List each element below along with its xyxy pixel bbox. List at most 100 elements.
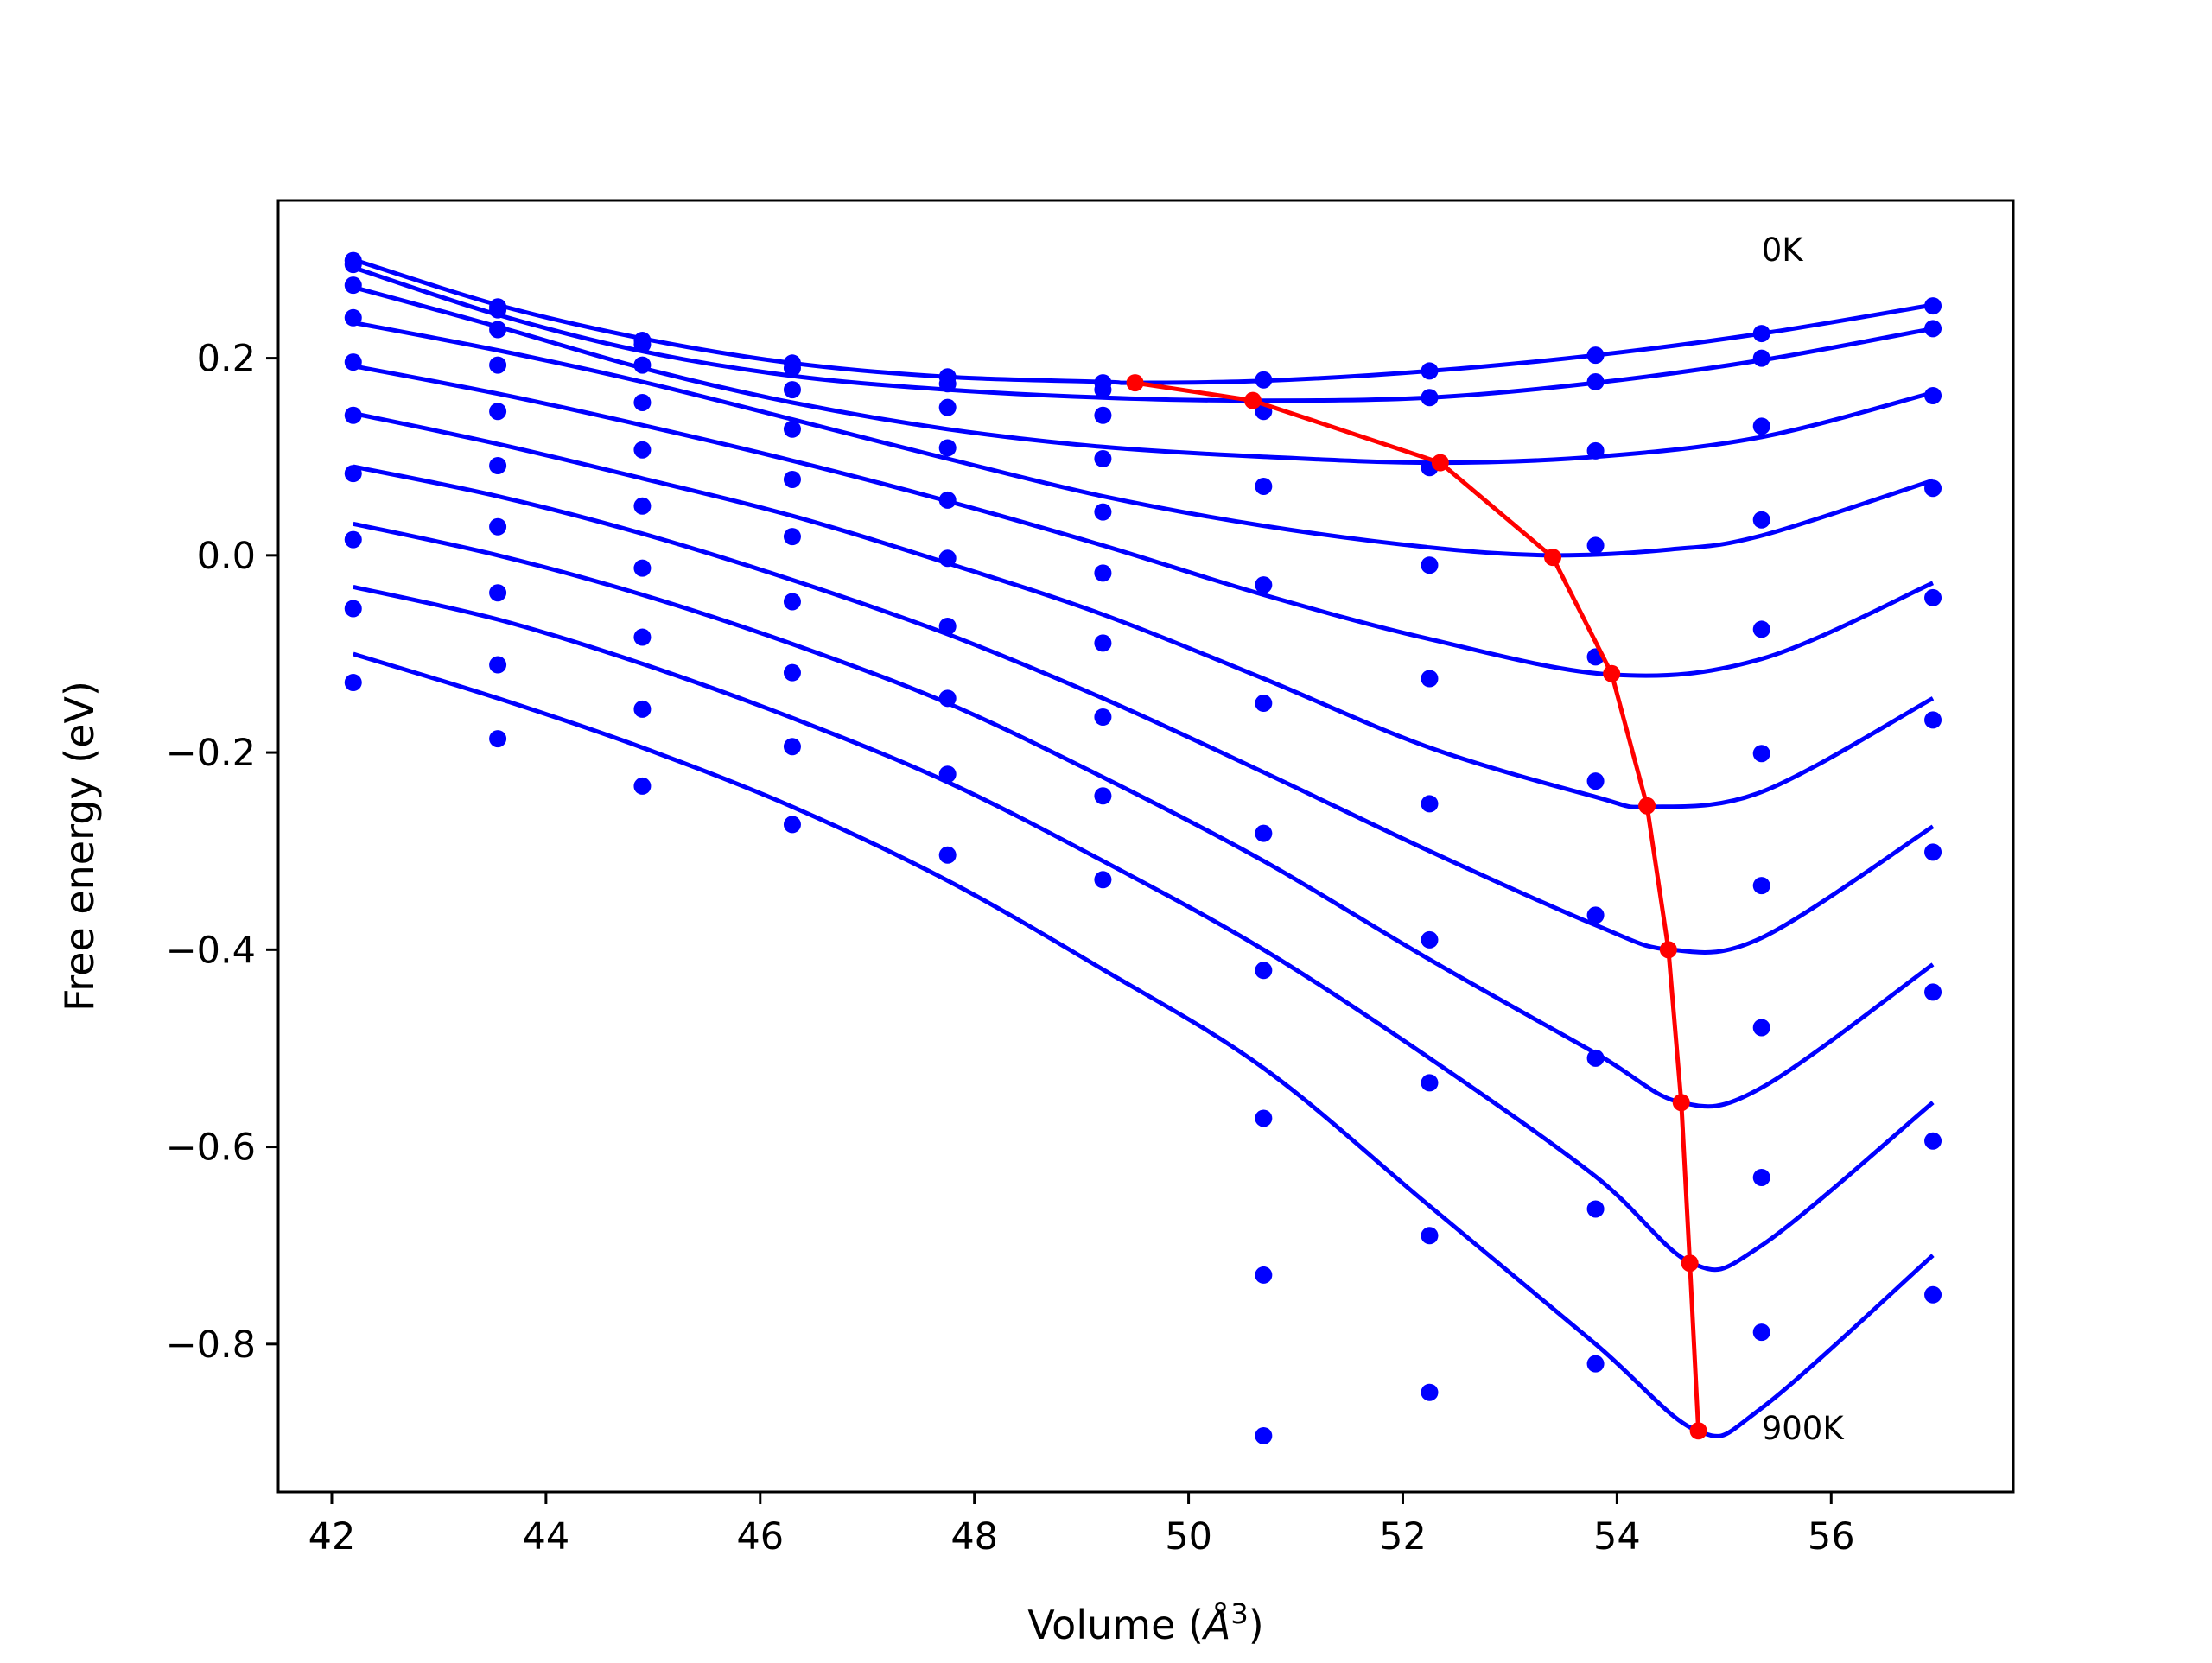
- data-point-8-3: [783, 738, 801, 756]
- data-point-1-7: [1421, 389, 1439, 407]
- data-point-3-1: [489, 356, 507, 374]
- data-point-4-9: [1752, 620, 1770, 638]
- data-point-7-3: [783, 663, 801, 682]
- data-point-3-5: [1094, 450, 1112, 467]
- data-point-1-1: [489, 301, 507, 319]
- data-point-8-2: [633, 700, 652, 718]
- data-point-2-3: [783, 381, 801, 399]
- data-point-5-5: [1094, 564, 1112, 582]
- data-point-5-10: [1924, 711, 1942, 729]
- data-point-2-1: [489, 321, 507, 339]
- data-point-3-4: [938, 439, 957, 457]
- data-point-2-5: [1094, 406, 1112, 424]
- data-point-4-1: [489, 403, 507, 421]
- data-point-4-2: [633, 441, 652, 459]
- data-point-4-10: [1924, 588, 1942, 606]
- x-tick-label-1: 44: [523, 1515, 570, 1558]
- y-tick-label-5: −0.8: [166, 1323, 256, 1367]
- plot-frame: [276, 199, 2015, 1494]
- fit-curve-5: [353, 411, 1935, 809]
- data-point-3-2: [633, 393, 652, 411]
- data-point-5-6: [1255, 824, 1273, 842]
- x-tick-label-7: 56: [1808, 1515, 1855, 1558]
- annotation-0: 0K: [1762, 232, 1805, 269]
- y-tick-label-2: −0.2: [166, 732, 256, 775]
- data-point-1-9: [1752, 349, 1770, 367]
- data-point-4-5: [1094, 503, 1112, 521]
- minimum-point-9: [1689, 1422, 1707, 1440]
- data-point-4-0: [344, 353, 362, 371]
- data-point-4-7: [1421, 670, 1439, 688]
- annotation-1: 900K: [1762, 1410, 1846, 1447]
- data-point-4-4: [938, 491, 957, 509]
- data-point-8-1: [489, 656, 507, 674]
- data-point-2-2: [633, 356, 652, 374]
- data-point-6-7: [1421, 930, 1439, 949]
- data-point-2-0: [344, 276, 362, 295]
- data-point-7-2: [633, 628, 652, 646]
- data-point-9-8: [1586, 1355, 1605, 1373]
- y-tick-label-0: 0.2: [197, 338, 256, 381]
- data-point-1-2: [633, 335, 652, 353]
- data-point-0-7: [1421, 362, 1439, 380]
- data-point-6-3: [783, 593, 801, 611]
- x-tick-label-0: 42: [308, 1515, 356, 1558]
- fit-curve-0: [353, 257, 1934, 385]
- data-point-1-3: [783, 359, 801, 378]
- data-point-3-6: [1255, 576, 1273, 594]
- data-point-2-4: [938, 398, 957, 416]
- data-point-7-4: [938, 689, 957, 708]
- data-point-0-9: [1752, 325, 1770, 343]
- minimum-point-8: [1681, 1254, 1699, 1273]
- data-point-9-10: [1924, 1285, 1942, 1304]
- fit-curve-3: [353, 321, 1934, 558]
- data-point-1-5: [1094, 381, 1112, 399]
- data-point-8-4: [938, 765, 957, 784]
- minimum-point-4: [1603, 664, 1621, 682]
- data-point-9-6: [1255, 1426, 1273, 1444]
- data-point-8-7: [1421, 1227, 1439, 1245]
- fit-curve-6: [353, 464, 1935, 955]
- minimum-point-3: [1544, 549, 1562, 567]
- data-point-5-8: [1586, 772, 1605, 790]
- data-point-7-7: [1421, 1074, 1439, 1092]
- data-point-9-3: [783, 816, 801, 834]
- data-point-1-0: [344, 251, 362, 270]
- y-tick-label-1: 0.0: [197, 535, 256, 578]
- data-point-7-9: [1752, 1019, 1770, 1037]
- data-point-3-0: [344, 308, 362, 327]
- data-point-6-2: [633, 559, 652, 577]
- data-point-2-8: [1586, 441, 1605, 460]
- data-point-6-4: [938, 618, 957, 636]
- data-point-6-8: [1586, 906, 1605, 924]
- data-point-5-7: [1421, 795, 1439, 813]
- data-point-5-4: [938, 549, 957, 568]
- minimum-point-7: [1672, 1094, 1690, 1112]
- x-tick-label-2: 46: [736, 1515, 784, 1558]
- data-point-0-10: [1924, 297, 1942, 315]
- data-point-3-7: [1421, 556, 1439, 574]
- data-point-8-6: [1255, 1266, 1273, 1284]
- data-point-7-1: [489, 584, 507, 602]
- data-point-8-5: [1094, 787, 1112, 805]
- data-point-8-0: [344, 600, 362, 618]
- data-point-3-8: [1586, 536, 1605, 555]
- minimum-point-0: [1126, 374, 1144, 392]
- data-point-6-1: [489, 517, 507, 536]
- fit-curve-2: [353, 284, 1934, 466]
- data-point-6-0: [344, 465, 362, 483]
- y-axis-label: Free energy (eV): [56, 681, 103, 1012]
- data-point-4-3: [783, 470, 801, 488]
- data-point-1-8: [1586, 372, 1605, 390]
- data-point-2-6: [1255, 477, 1273, 495]
- x-tick-label-5: 52: [1379, 1515, 1427, 1558]
- data-point-5-2: [633, 497, 652, 515]
- data-point-0-6: [1255, 371, 1273, 389]
- data-point-3-10: [1924, 479, 1942, 498]
- data-point-8-8: [1586, 1200, 1605, 1218]
- data-point-7-8: [1586, 1049, 1605, 1067]
- x-tick-label-4: 50: [1165, 1515, 1212, 1558]
- data-point-6-5: [1094, 634, 1112, 652]
